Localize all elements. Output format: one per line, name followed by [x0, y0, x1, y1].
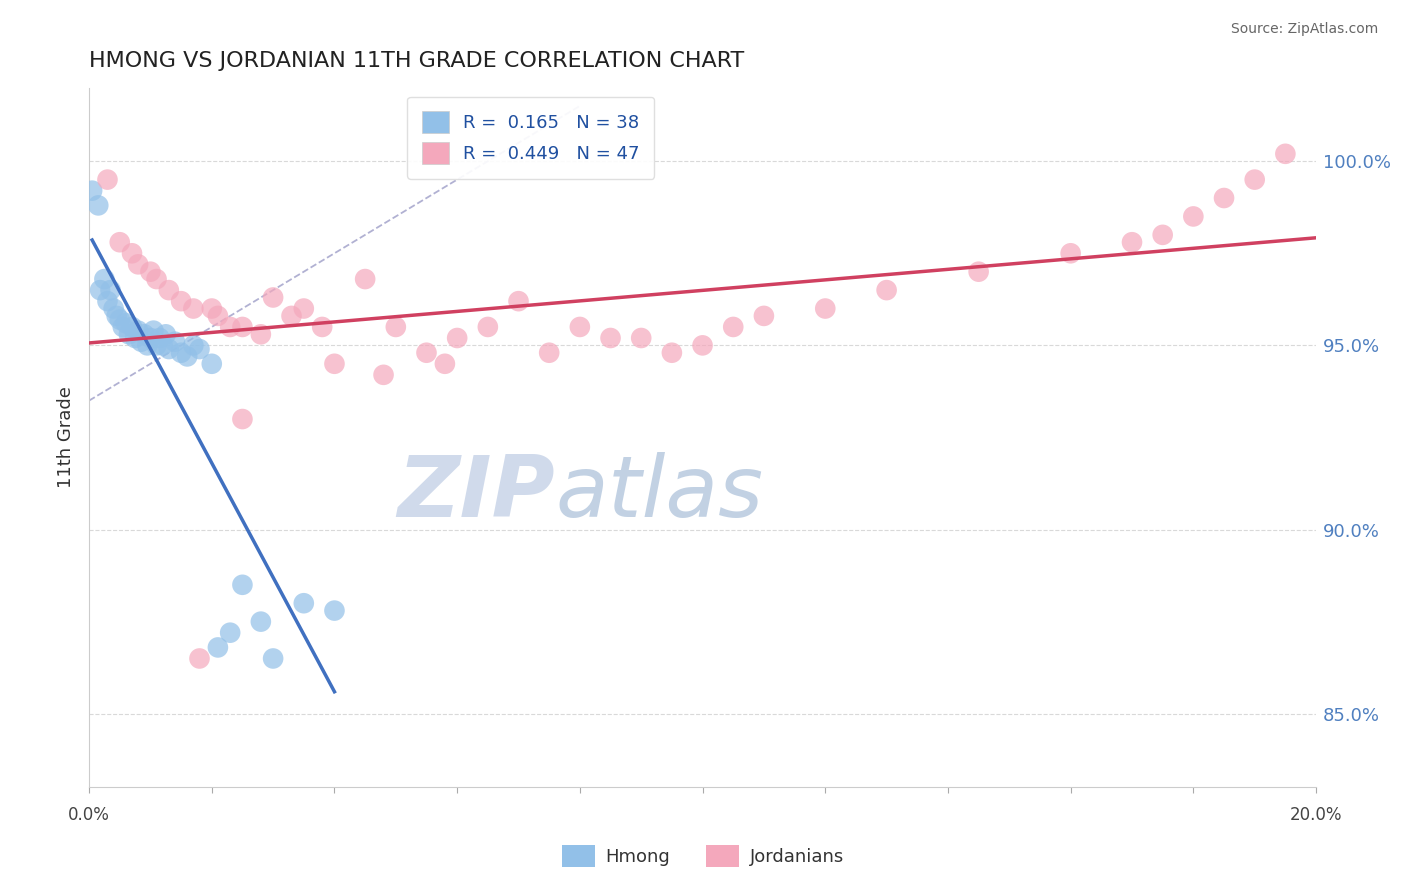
Point	[96, 294, 118, 309]
Point	[127, 324, 149, 338]
Point	[814, 301, 837, 316]
Point	[157, 283, 180, 297]
Point	[87, 198, 110, 212]
Text: ZIP: ZIP	[398, 452, 555, 535]
Point	[139, 331, 162, 345]
Point	[136, 338, 159, 352]
Point	[1059, 246, 1081, 260]
Point	[323, 604, 346, 618]
Point	[219, 320, 242, 334]
Point	[630, 331, 652, 345]
Point	[967, 265, 990, 279]
Point	[127, 257, 149, 271]
Point	[170, 294, 193, 309]
Point	[354, 272, 377, 286]
Point	[183, 338, 205, 352]
Point	[385, 320, 408, 334]
Point	[250, 327, 273, 342]
Point	[121, 320, 143, 334]
Point	[433, 357, 456, 371]
Point	[124, 331, 146, 345]
Point	[188, 651, 211, 665]
Point	[115, 316, 138, 330]
Point	[176, 350, 198, 364]
Point	[323, 357, 346, 371]
Point	[121, 246, 143, 260]
Point	[103, 301, 125, 316]
Point	[231, 320, 253, 334]
Point	[145, 272, 167, 286]
Point	[477, 320, 499, 334]
Point	[1274, 146, 1296, 161]
Legend: Hmong, Jordanians: Hmong, Jordanians	[555, 838, 851, 874]
Point	[170, 345, 193, 359]
Point	[89, 283, 111, 297]
Point	[1121, 235, 1143, 250]
Point	[149, 331, 172, 345]
Point	[538, 345, 561, 359]
Point	[231, 412, 253, 426]
Y-axis label: 11th Grade: 11th Grade	[58, 386, 75, 489]
Point	[446, 331, 468, 345]
Point	[292, 301, 315, 316]
Legend: R =  0.165   N = 38, R =  0.449   N = 47: R = 0.165 N = 38, R = 0.449 N = 47	[408, 96, 654, 178]
Point	[752, 309, 775, 323]
Point	[201, 301, 224, 316]
Point	[139, 265, 162, 279]
Point	[207, 309, 229, 323]
Point	[163, 334, 186, 349]
Point	[157, 342, 180, 356]
Point	[152, 338, 174, 352]
Point	[145, 338, 167, 352]
Point	[108, 235, 131, 250]
Point	[661, 345, 683, 359]
Text: atlas: atlas	[555, 452, 763, 535]
Point	[692, 338, 714, 352]
Text: 0.0%: 0.0%	[67, 805, 110, 824]
Text: Source: ZipAtlas.com: Source: ZipAtlas.com	[1230, 22, 1378, 37]
Point	[96, 172, 118, 186]
Point	[1182, 210, 1205, 224]
Point	[108, 312, 131, 326]
Point	[231, 578, 253, 592]
Point	[262, 651, 284, 665]
Point	[280, 309, 302, 323]
Point	[508, 294, 530, 309]
Point	[129, 334, 152, 349]
Point	[82, 184, 104, 198]
Point	[415, 345, 437, 359]
Point	[155, 327, 177, 342]
Point	[93, 272, 115, 286]
Point	[201, 357, 224, 371]
Point	[118, 327, 141, 342]
Point	[183, 301, 205, 316]
Point	[1152, 227, 1174, 242]
Point	[262, 290, 284, 304]
Point	[876, 283, 898, 297]
Point	[250, 615, 273, 629]
Point	[142, 324, 165, 338]
Point	[105, 309, 128, 323]
Text: 20.0%: 20.0%	[1289, 805, 1343, 824]
Point	[207, 640, 229, 655]
Point	[723, 320, 745, 334]
Text: HMONG VS JORDANIAN 11TH GRADE CORRELATION CHART: HMONG VS JORDANIAN 11TH GRADE CORRELATIO…	[89, 51, 744, 70]
Point	[373, 368, 395, 382]
Point	[568, 320, 591, 334]
Point	[219, 625, 242, 640]
Point	[1213, 191, 1236, 205]
Point	[1243, 172, 1265, 186]
Point	[111, 320, 134, 334]
Point	[599, 331, 621, 345]
Point	[188, 342, 211, 356]
Point	[311, 320, 333, 334]
Point	[100, 283, 122, 297]
Point	[134, 327, 156, 342]
Point	[292, 596, 315, 610]
